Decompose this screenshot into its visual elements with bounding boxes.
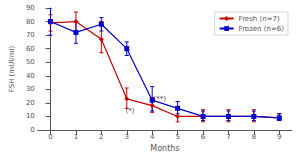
svg-text:8: 8 xyxy=(252,133,256,141)
svg-text:5: 5 xyxy=(175,133,179,141)
svg-text:0: 0 xyxy=(30,126,34,134)
svg-text:Fresh (n=7): Fresh (n=7) xyxy=(239,15,280,23)
svg-text:Months: Months xyxy=(150,144,179,153)
svg-text:6: 6 xyxy=(201,133,206,141)
svg-text:9: 9 xyxy=(277,133,281,141)
svg-text:40: 40 xyxy=(26,72,35,80)
svg-text:50: 50 xyxy=(26,58,35,66)
svg-text:1: 1 xyxy=(74,133,78,141)
svg-text:Frozen (n=6): Frozen (n=6) xyxy=(239,25,285,33)
svg-text:90: 90 xyxy=(26,4,35,12)
svg-text:(*): (*) xyxy=(126,107,135,115)
svg-text:30: 30 xyxy=(26,85,35,93)
svg-text:80: 80 xyxy=(26,18,35,26)
svg-text:(**): (**) xyxy=(153,95,166,103)
svg-text:2: 2 xyxy=(99,133,103,141)
svg-text:0: 0 xyxy=(48,133,52,141)
svg-text:10: 10 xyxy=(26,112,35,120)
svg-text:4: 4 xyxy=(150,133,155,141)
svg-text:3: 3 xyxy=(125,133,129,141)
svg-text:60: 60 xyxy=(26,45,35,53)
svg-text:20: 20 xyxy=(26,99,35,107)
svg-text:70: 70 xyxy=(26,31,35,39)
svg-text:FSH (mUI/ml): FSH (mUI/ml) xyxy=(8,46,16,93)
svg-text:7: 7 xyxy=(226,133,230,141)
